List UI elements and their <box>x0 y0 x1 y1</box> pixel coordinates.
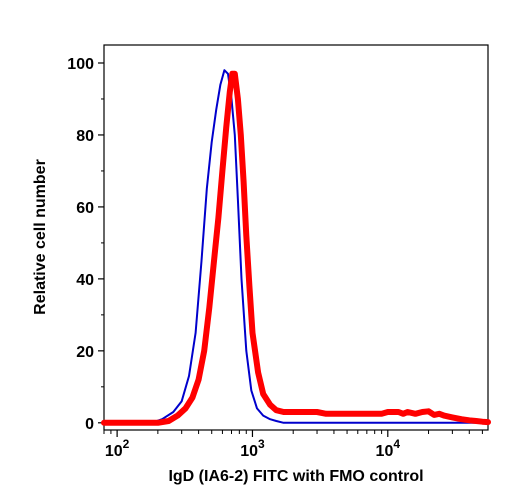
y-axis-title: Relative cell number <box>32 159 49 315</box>
y-tick-label: 20 <box>76 344 94 361</box>
y-tick-label: 60 <box>76 200 94 217</box>
y-axis: 0 20 40 60 80 100 <box>67 56 104 433</box>
x-tick-label: 104 <box>376 437 401 460</box>
series-line-blue <box>103 69 489 424</box>
x-tick-label: 102 <box>105 437 130 460</box>
x-axis: 102 103 104 <box>103 430 483 460</box>
series-line-red <box>101 70 491 426</box>
series-layer <box>101 69 491 426</box>
y-tick-label: 40 <box>76 272 94 289</box>
y-tick-label: 80 <box>76 128 94 145</box>
plot-frame <box>103 44 489 431</box>
y-tick-label: 100 <box>67 56 94 73</box>
y-tick-label: 0 <box>85 416 94 433</box>
x-axis-title: IgD (IA6-2) FITC with FMO control <box>168 468 423 485</box>
x-tick-label: 103 <box>240 437 265 460</box>
